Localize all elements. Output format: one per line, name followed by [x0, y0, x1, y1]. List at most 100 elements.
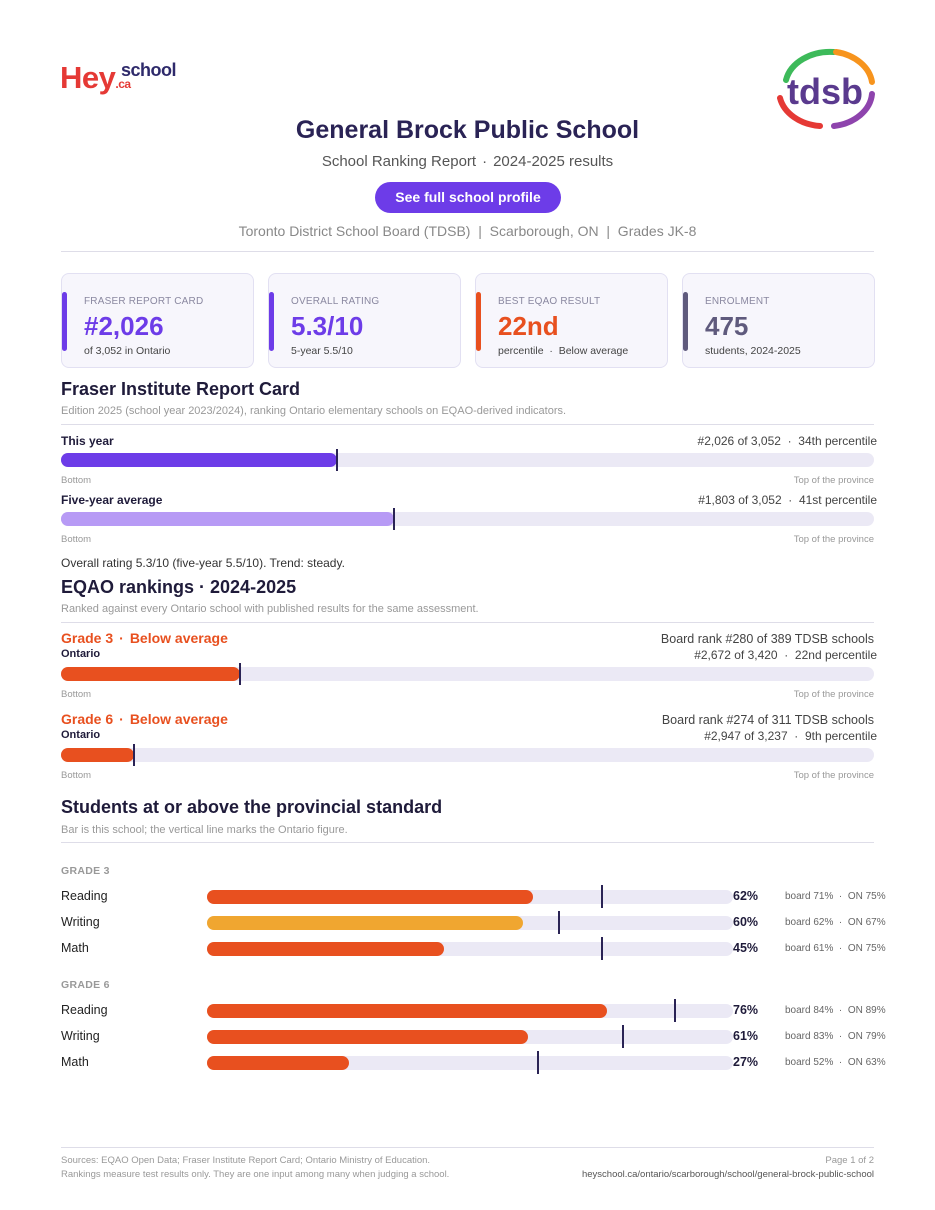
- subject-name: Writing: [61, 915, 100, 929]
- summary-card: Fraser Report Card #2,026 of 3,052 in Onta…: [61, 273, 254, 368]
- ontario-marker: [674, 999, 677, 1022]
- card-accent: [269, 292, 274, 351]
- card-label: Fraser Report Card: [84, 296, 204, 307]
- standard-desc: Bar is this school; the vertical line ma…: [61, 824, 348, 836]
- eqao-title: EQAO rankings · 2024-2025: [61, 577, 297, 597]
- eqao-board-rank: Board rank #274 of 311 TDSB schools: [661, 713, 874, 727]
- subject-name: Reading: [61, 1003, 108, 1017]
- axis-label-bottom: Bottom: [61, 770, 92, 781]
- eqao-ontario-rank: #2,947 of 3,237 · 9th percentile: [704, 729, 877, 743]
- separator-dot: ·: [119, 711, 124, 727]
- eqao-fill-bar: [61, 748, 135, 762]
- fraser-fill-bar: [61, 512, 395, 526]
- eqao-track: [61, 744, 874, 766]
- axis-label-bottom: Bottom: [61, 689, 92, 700]
- axis-label-bottom: Bottom: [61, 475, 92, 486]
- card-value: 475: [705, 311, 749, 341]
- logo-hey-text: Hey: [60, 60, 116, 95]
- full-profile-button[interactable]: See full school profile: [375, 182, 561, 213]
- eqao-grade-title: Grade 6 · Below average: [61, 711, 228, 727]
- grade-section-label: GRADE 3: [61, 865, 110, 877]
- subject-name: Math: [61, 941, 89, 955]
- card-accent: [62, 292, 67, 351]
- eqao-grade-status: Below average: [129, 711, 228, 727]
- subject-fill-bar: [207, 1004, 607, 1018]
- fraser-row-rank: #2,026 of 3,052 · 34th percentile: [697, 434, 877, 448]
- subject-percent: 62%: [733, 889, 759, 903]
- subject-percent: 76%: [733, 1003, 759, 1017]
- eqao-desc: Ranked against every Ontario school with…: [61, 603, 479, 615]
- axis-label-top: Top of the province: [793, 475, 874, 486]
- card-subtext: 5-year 5.5/10: [291, 345, 353, 357]
- subject-fill-bar: [207, 1030, 528, 1044]
- fraser-track: [61, 449, 874, 471]
- divider: [61, 424, 874, 425]
- fraser-row-label: Five-year average: [61, 493, 163, 507]
- separator-dot: ·: [119, 630, 124, 646]
- subject-comparison: board 52% · ON 63%: [785, 1057, 886, 1068]
- eqao-grade-name: Grade 6: [61, 711, 114, 727]
- summary-card: Overall Rating 5.3/10 5-year 5.5/10: [268, 273, 461, 368]
- subtitle-year: 2024-2025 results: [493, 153, 614, 170]
- eqao-fill-bar: [61, 667, 240, 681]
- subject-name: Writing: [61, 1029, 100, 1043]
- card-subtext: students, 2024-2025: [705, 345, 801, 357]
- fraser-title: Fraser Institute Report Card: [61, 379, 301, 399]
- fraser-track: [61, 508, 874, 530]
- eqao-marker: [133, 744, 136, 766]
- fraser-row-rank: #1,803 of 3,052 · 41st percentile: [698, 493, 877, 507]
- logo-school-text: school: [121, 60, 177, 80]
- ontario-marker: [558, 911, 561, 934]
- eqao-grade-title: Grade 3 · Below average: [61, 630, 228, 646]
- subject-track: [207, 1025, 733, 1048]
- subject-percent: 60%: [733, 915, 759, 929]
- fraser-marker: [336, 449, 339, 471]
- subject-track: [207, 937, 733, 960]
- logo-suffix-text: .ca: [115, 77, 131, 91]
- subject-comparison: board 83% · ON 79%: [785, 1031, 886, 1042]
- subject-fill-bar: [207, 916, 523, 930]
- divider: [61, 842, 874, 843]
- card-subtext: percentile · Below average: [498, 345, 629, 357]
- eqao-marker: [238, 663, 241, 685]
- card-accent: [476, 292, 481, 351]
- ontario-marker: [621, 1025, 624, 1048]
- eqao-grade-name: Grade 3: [61, 630, 114, 646]
- subject-track: [207, 999, 733, 1022]
- footer-page: Page 1 of 2: [825, 1155, 874, 1166]
- axis-label-bottom: Bottom: [61, 534, 92, 545]
- subject-comparison: board 71% · ON 75%: [785, 891, 886, 902]
- axis-label-top: Top of the province: [793, 770, 874, 781]
- standard-title: Students at or above the provincial stan…: [61, 797, 443, 817]
- footer-disclaimer: Rankings measure test results only. They…: [61, 1169, 450, 1180]
- eqao-board-rank: Board rank #280 of 389 TDSB schools: [660, 632, 874, 646]
- subtitle-separator: ·: [482, 153, 488, 170]
- page-title: General Brock Public School: [295, 116, 640, 144]
- divider: [61, 622, 874, 623]
- card-accent: [683, 292, 688, 351]
- divider: [61, 251, 874, 252]
- subject-comparison: board 61% · ON 75%: [785, 943, 886, 954]
- school-meta: Toronto District School Board (TDSB) | S…: [238, 223, 697, 239]
- summary-card: Best EQAO Result 22nd percentile · Below a…: [475, 273, 668, 368]
- card-label: Overall Rating: [291, 296, 380, 307]
- eqao-scope-label: Ontario: [61, 648, 101, 660]
- subject-track: [207, 885, 733, 908]
- subject-percent: 27%: [733, 1055, 759, 1069]
- heyschool-logo[interactable]: Hey school .ca: [60, 60, 177, 96]
- subject-percent: 61%: [733, 1029, 759, 1043]
- fraser-note: Overall rating 5.3/10 (five-year 5.5/10)…: [61, 556, 345, 570]
- eqao-ontario-rank: #2,672 of 3,420 · 22nd percentile: [694, 648, 877, 662]
- footer-url[interactable]: heyschool.ca/ontario/scarborough/school/…: [581, 1169, 874, 1180]
- axis-label-top: Top of the province: [793, 689, 874, 700]
- subject-track: [207, 1051, 733, 1074]
- subject-fill-bar: [207, 1056, 350, 1070]
- subject-fill-bar: [207, 942, 444, 956]
- ontario-marker: [600, 937, 603, 960]
- subject-comparison: board 62% · ON 67%: [785, 917, 886, 928]
- subject-track: [207, 911, 733, 934]
- eqao-track: [61, 663, 874, 685]
- subject-fill-bar: [207, 890, 534, 904]
- fraser-desc: Edition 2025 (school year 2023/2024), ra…: [61, 405, 567, 417]
- eqao-grade-status: Below average: [129, 630, 228, 646]
